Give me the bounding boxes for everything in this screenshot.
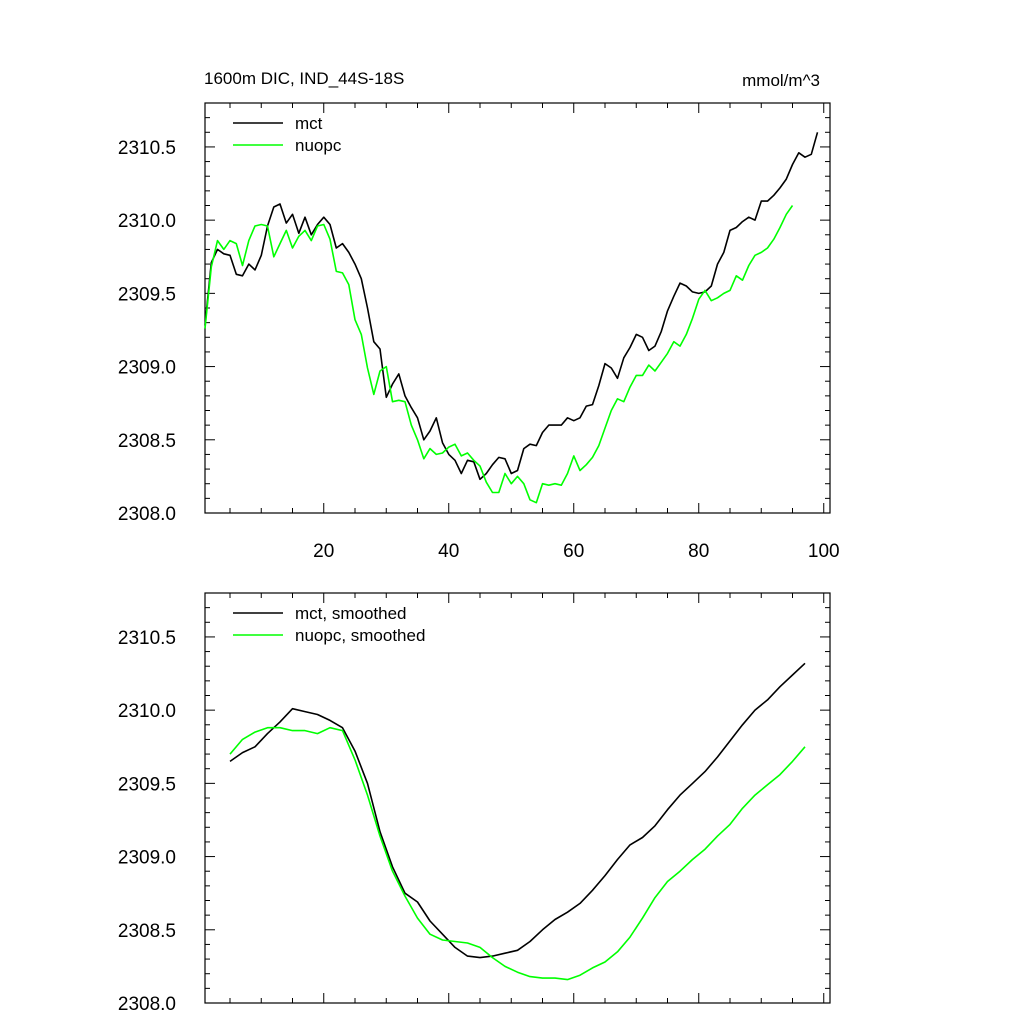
chart-title: 1600m DIC, IND_44S-18S — [204, 69, 404, 88]
bottom-panel: 2308.0 2308.5 2309.0 2309.5 2310.0 2310.5 mct… — [118, 592, 831, 1015]
y-tick-labels: 2308.0 2308.5 2309.0 2309.5 2310.0 2310.5 — [118, 138, 176, 525]
legend: mct nuopc — [233, 114, 342, 155]
chart-units: mmol/m^3 — [742, 71, 820, 90]
x-tick-label: 100 — [808, 541, 840, 562]
y-tick-label: 2310.5 — [118, 628, 176, 649]
top-panel: 1600m DIC, IND_44S-18S mmol/m^3 2308.023… — [118, 69, 840, 562]
series-line-mct — [204, 132, 819, 481]
y-tick-labels: 2308.0 2308.5 2309.0 2309.5 2310.0 2310.5 — [118, 628, 176, 1015]
legend-label-nuopc: nuopc — [295, 136, 342, 155]
y-tick-label: 2310.0 — [118, 701, 176, 722]
x-tick-label: 80 — [688, 541, 709, 562]
y-tick-label: 2310.5 — [118, 138, 176, 159]
plot-frame — [204, 102, 831, 514]
axis-ticks — [205, 103, 830, 514]
legend-label-mct-smoothed: mct, smoothed — [295, 604, 407, 623]
axis-ticks — [205, 593, 830, 1004]
y-tick-label: 2309.0 — [118, 848, 176, 869]
x-tick-label: 20 — [313, 541, 334, 562]
x-tick-label: 40 — [438, 541, 459, 562]
legend-label-mct: mct — [295, 114, 323, 133]
y-tick-label: 2309.0 — [118, 358, 176, 379]
legend-label-nuopc-smoothed: nuopc, smoothed — [295, 626, 425, 645]
y-tick-label: 2308.0 — [118, 994, 176, 1015]
series-lines — [204, 132, 819, 504]
series-line-nuopc — [204, 205, 794, 504]
series-line-mct-smoothed — [229, 662, 806, 959]
plot-frame — [204, 592, 831, 1004]
legend: mct, smoothed nuopc, smoothed — [233, 604, 425, 645]
series-line-nuopc-smoothed — [229, 726, 806, 981]
x-tick-labels: 20 40 60 80 100 — [313, 541, 839, 562]
series-lines — [229, 662, 806, 981]
y-tick-label: 2308.5 — [118, 431, 176, 452]
y-tick-label: 2309.5 — [118, 284, 176, 305]
x-tick-label: 60 — [563, 541, 584, 562]
y-tick-label: 2309.5 — [118, 774, 176, 795]
y-tick-label: 2308.0 — [118, 504, 176, 525]
y-tick-label: 2308.5 — [118, 921, 176, 942]
y-tick-label: 2310.0 — [118, 211, 176, 232]
